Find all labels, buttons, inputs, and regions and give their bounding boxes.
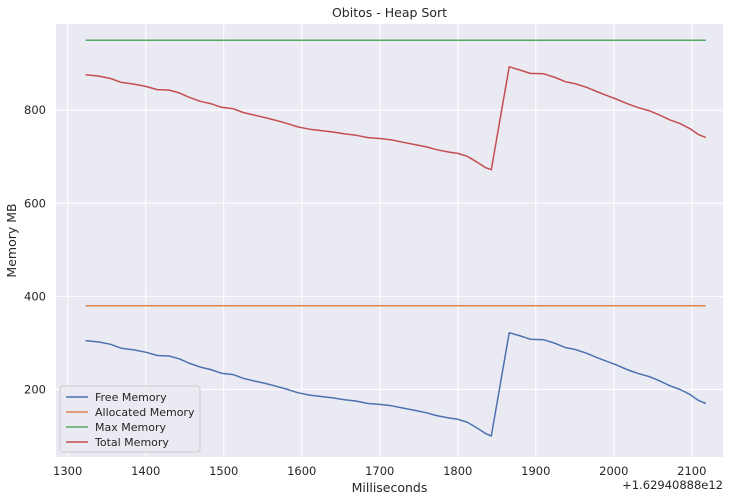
x-tick-label: 2000 [599,464,628,478]
series-line-total-memory [85,66,707,171]
x-tick-label: 1500 [209,464,238,478]
y-tick-label: 800 [24,103,46,117]
x-axis-ticks: 1300 1400 1500 1600 1700 1800 1900 2000 2100 [53,464,706,478]
x-tick-label: 1400 [131,464,160,478]
y-tick-label: 200 [24,382,46,396]
legend-entry: Allocated Memory [95,406,195,419]
x-tick-label: 1700 [365,464,394,478]
plot-area [56,24,723,457]
x-tick-label: 1800 [443,464,472,478]
legend: Free Memory Allocated Memory Max Memory Tot… [59,385,201,453]
y-tick-label: 400 [24,289,46,303]
chart-title: Obitos - Heap Sort [332,5,447,20]
y-axis-label: Memory MB [4,203,19,277]
x-tick-label: 1900 [521,464,550,478]
x-tick-label: 1600 [287,464,316,478]
legend-entry: Total Memory [94,436,169,449]
x-tick-label: 2100 [677,464,706,478]
series-layer [85,39,707,437]
y-tick-label: 600 [24,196,46,210]
y-axis-ticks: 200 400 600 800 [24,103,46,396]
x-axis-label: Milliseconds [352,480,428,495]
legend-entry: Max Memory [95,421,166,434]
legend-box [59,385,201,453]
x-axis-offset-label: +1.62940888e12 [622,478,723,492]
series-line-free-memory [85,331,707,437]
legend-entry: Free Memory [95,391,167,404]
grid-lines [56,24,723,457]
x-tick-label: 1300 [53,464,82,478]
